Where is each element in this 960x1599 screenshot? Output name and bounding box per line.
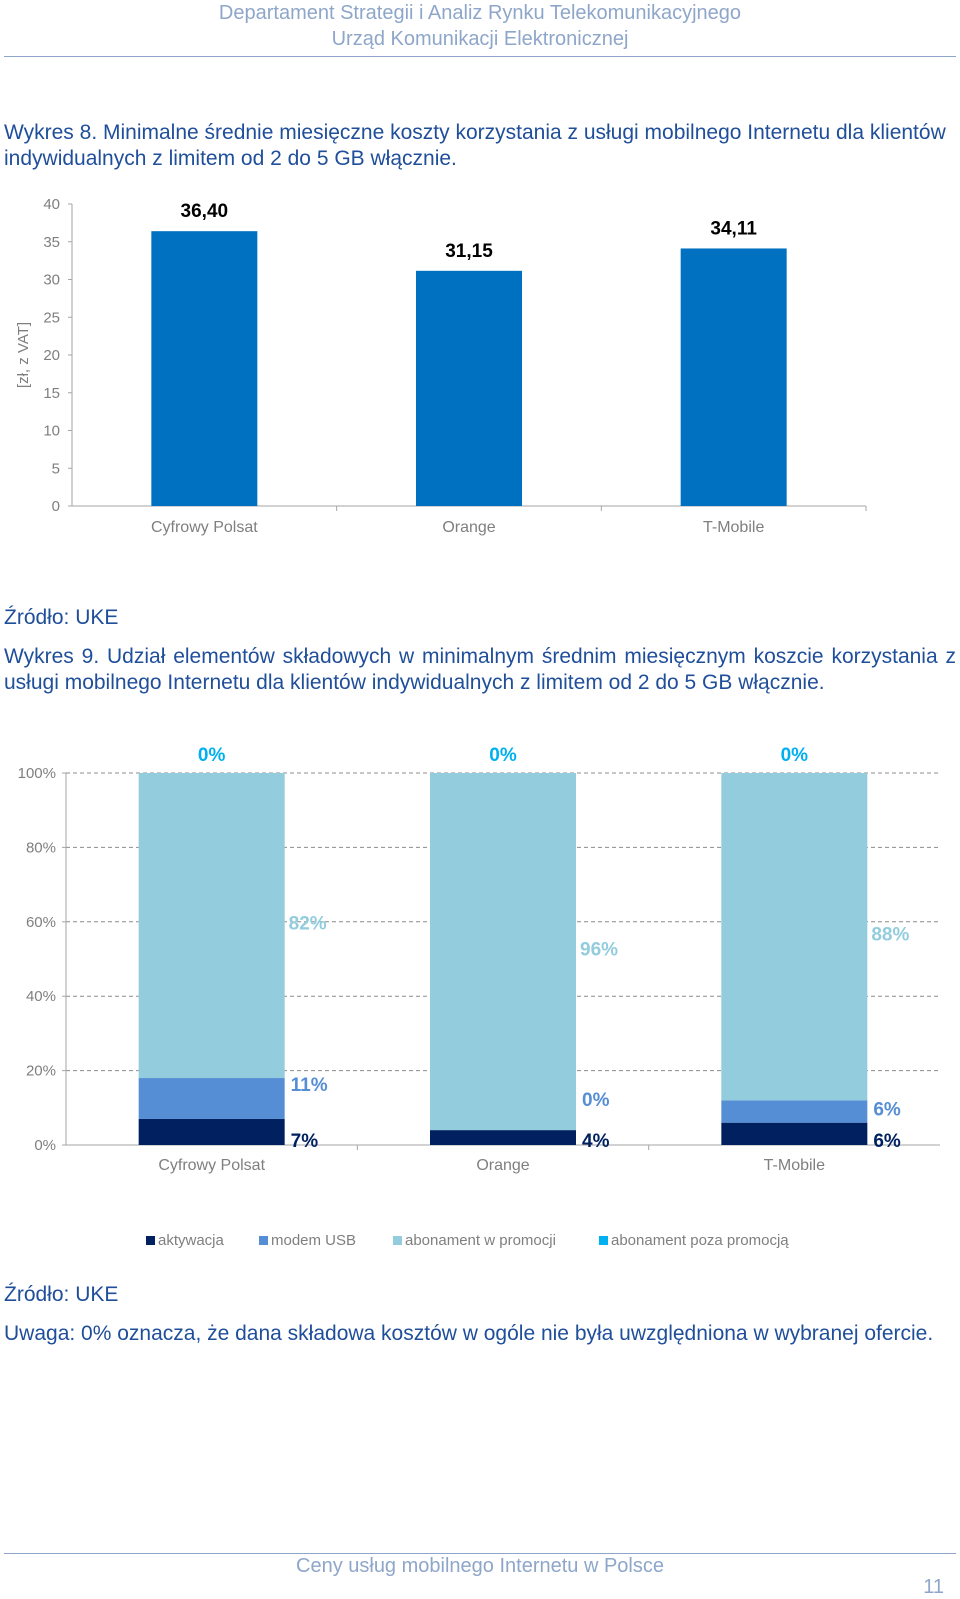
x-category-label: Orange <box>476 1157 529 1174</box>
bar-value-label: 36,40 <box>181 201 229 222</box>
bar-segment <box>721 1100 868 1123</box>
y-tick-label: 30 <box>43 272 60 289</box>
legend-label: aktywacja <box>158 1232 225 1249</box>
cost-share-stacked-chart: 0% 20% 40% 60% 80% 100% 7% 11% 82% 0% Cyfrowy Pols… <box>18 745 940 1249</box>
page-number: 11 <box>923 1576 944 1598</box>
segment-value-label: 11% <box>291 1075 328 1096</box>
bar <box>416 270 522 506</box>
bar-segment <box>430 1130 576 1145</box>
y-tick-label: 60% <box>26 914 56 931</box>
y-tick-label: 40 <box>43 196 60 213</box>
legend-swatch <box>599 1236 608 1245</box>
legend-label: abonament w promocji <box>405 1232 556 1249</box>
y-tick-label: 80% <box>26 839 56 856</box>
y-tick-label: 40% <box>26 988 56 1005</box>
x-category-label: Cyfrowy Polsat <box>151 519 258 536</box>
x-category-label: T-Mobile <box>764 1157 825 1174</box>
legend-swatch <box>393 1236 402 1245</box>
note-text: Uwaga: 0% oznacza, że dana składowa kosz… <box>4 1322 934 1345</box>
legend-swatch <box>259 1236 268 1245</box>
x-category-label: Cyfrowy Polsat <box>158 1157 265 1174</box>
bar <box>151 231 258 506</box>
footer-divider <box>4 1553 956 1554</box>
bar-segment <box>138 773 285 1079</box>
segment-value-label: 88% <box>871 925 909 946</box>
segment-value-label: 0% <box>781 745 809 766</box>
header-office: Urząd Komunikacji Elektronicznej <box>331 28 629 50</box>
y-tick-label: 20% <box>26 1063 56 1080</box>
y-tick-label: 5 <box>52 460 60 477</box>
figure-8-source: Źródło: UKE <box>4 606 119 629</box>
segment-value-label: 6% <box>873 1131 901 1152</box>
y-tick-label: 100% <box>18 765 56 782</box>
y-tick-label: 0 <box>52 498 60 515</box>
legend-label: modem USB <box>271 1232 356 1249</box>
header-divider <box>4 56 956 57</box>
page-header: Departament Strategii i Analiz Rynku Tel… <box>0 0 960 57</box>
bar-value-label: 34,11 <box>710 218 757 239</box>
legend-swatch <box>146 1236 155 1245</box>
header-department: Departament Strategii i Analiz Rynku Tel… <box>218 2 742 24</box>
bar-segment <box>721 773 868 1101</box>
bar-value-label: 31,15 <box>445 241 493 262</box>
figure-9-source: Źródło: UKE <box>4 1283 119 1306</box>
figure-8-caption: Wykres 8. Minimalne średnie miesięczne k… <box>4 121 946 170</box>
segment-value-label: 96% <box>580 940 618 961</box>
cost-bar-chart: 0 5 10 15 20 25 30 35 40 [zł, z VAT] 36,40 Cyfrowy … <box>15 196 867 536</box>
x-category-label: Orange <box>442 519 495 536</box>
bar-segment <box>138 1078 285 1119</box>
footer-title: Ceny usług mobilnego Internetu w Polsce <box>296 1555 664 1577</box>
y-tick-label: 0% <box>34 1137 56 1154</box>
segment-value-label: 6% <box>873 1100 901 1121</box>
segment-value-label: 82% <box>289 914 327 935</box>
segment-value-label: 7% <box>291 1131 319 1152</box>
segment-value-label: 0% <box>489 745 517 766</box>
bar-segment <box>430 773 576 1131</box>
bar-segment <box>138 1118 285 1145</box>
y-tick-label: 25 <box>43 309 60 326</box>
y-tick-label: 15 <box>43 385 60 402</box>
y-axis-title: [zł, z VAT] <box>15 322 32 388</box>
segment-value-label: 0% <box>198 745 226 766</box>
y-tick-label: 10 <box>43 423 60 440</box>
y-tick-label: 35 <box>43 234 60 251</box>
segment-value-label: 4% <box>582 1131 610 1152</box>
x-category-label: T-Mobile <box>703 519 764 536</box>
segment-value-label: 0% <box>582 1090 610 1111</box>
y-tick-label: 20 <box>43 347 60 364</box>
figure-9-caption: Wykres 9. Udział elementów składowych w … <box>4 645 956 694</box>
bar <box>680 248 787 507</box>
bar-segment <box>721 1122 868 1145</box>
legend-label: abonament poza promocją <box>611 1232 789 1249</box>
